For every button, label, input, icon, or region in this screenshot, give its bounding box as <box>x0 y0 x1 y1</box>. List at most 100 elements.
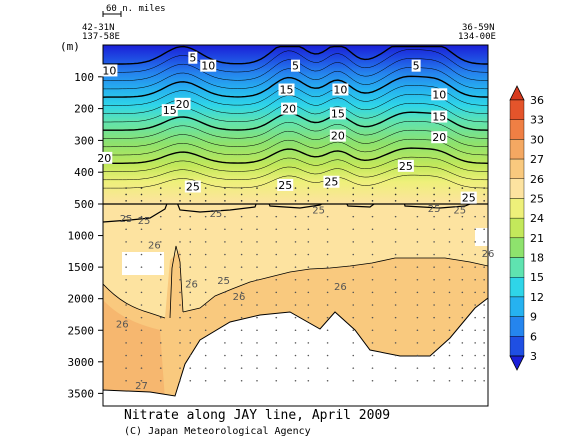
sample-dot <box>179 329 181 332</box>
sample-dot <box>483 193 485 196</box>
contour-label-bg <box>329 129 346 142</box>
sample-dot <box>240 278 243 281</box>
sample-dot <box>448 316 451 319</box>
contour-label: 25 <box>462 192 476 205</box>
contour-label: 25 <box>138 216 151 227</box>
sample-dot <box>433 291 435 294</box>
contour-label-bg <box>101 64 118 77</box>
contour-label-bg <box>431 88 448 101</box>
sample-dot <box>394 316 397 319</box>
contour-label-bg <box>277 178 294 191</box>
y-tick-label: 2500 <box>68 324 95 337</box>
sample-dot <box>448 278 451 281</box>
sample-dot <box>224 304 226 306</box>
sample-dot <box>204 329 207 332</box>
sample-dot <box>352 291 355 294</box>
sample-dot <box>275 253 278 256</box>
sample-dot <box>179 379 181 382</box>
contour-label: 26 <box>334 282 347 293</box>
sample-dot <box>140 367 143 369</box>
sample-dot <box>204 379 207 382</box>
sample-dot <box>159 266 162 268</box>
sample-dot <box>307 291 310 294</box>
sample-dot <box>275 193 278 196</box>
sample-dot <box>416 278 419 281</box>
contour-label: 25 <box>278 179 292 192</box>
sample-dot <box>240 266 243 268</box>
sample-dot <box>461 253 464 256</box>
sample-dot <box>179 241 181 243</box>
sample-dot <box>461 354 464 357</box>
colorbar-swatch <box>509 296 525 317</box>
sample-dot <box>179 367 181 369</box>
sample-dot <box>294 329 297 332</box>
sample-dot <box>394 241 397 243</box>
sample-dot <box>371 342 374 344</box>
sample-dot <box>125 253 127 256</box>
sample-dot <box>483 200 485 202</box>
sample-dot <box>179 354 181 357</box>
sample-dot <box>483 316 485 319</box>
contour-label-bg <box>431 110 448 123</box>
sample-dot <box>371 187 374 189</box>
colorbar-bottom-arrow <box>509 355 525 371</box>
sample-dot <box>125 379 127 382</box>
sample-dot <box>416 316 419 319</box>
sample-dot <box>179 316 181 319</box>
sample-dot <box>483 241 485 243</box>
sample-dot <box>474 304 476 306</box>
sample-dot <box>307 215 310 218</box>
sample-dot <box>371 329 374 332</box>
sample-dot <box>140 200 143 202</box>
sample-dot <box>140 215 143 218</box>
contour-label: 15 <box>432 111 446 124</box>
sample-dot <box>256 367 258 369</box>
sample-dot <box>307 200 310 202</box>
sample-dot <box>140 187 143 189</box>
sample-dot <box>189 241 192 243</box>
contour-label: 15 <box>163 104 177 117</box>
sample-dot <box>256 379 258 382</box>
sample-dot <box>294 253 297 256</box>
sample-dot <box>204 291 207 294</box>
sample-dot <box>483 342 485 344</box>
contour-26 <box>103 257 488 319</box>
sample-dot <box>275 228 278 231</box>
sample-dot <box>256 342 258 344</box>
sample-dot <box>394 329 397 332</box>
sample-dot <box>371 278 374 281</box>
sample-dot <box>394 304 397 306</box>
region-26-deep <box>103 300 165 400</box>
sample-dot <box>256 304 258 306</box>
sample-dot <box>125 278 127 281</box>
sample-dot <box>483 228 485 231</box>
sample-dot <box>448 215 451 218</box>
sample-dot <box>240 304 243 306</box>
sample-dot <box>240 342 243 344</box>
sample-dot <box>140 266 143 268</box>
sample-dot <box>294 342 297 344</box>
sample-dot <box>483 266 485 268</box>
sample-dot <box>140 241 143 243</box>
sample-dot <box>294 367 297 369</box>
sample-dot <box>256 278 258 281</box>
sample-dot <box>474 379 476 382</box>
sample-dot <box>140 329 143 332</box>
sample-dot <box>189 278 192 281</box>
sample-dot <box>394 266 397 268</box>
sample-dot <box>204 187 207 189</box>
sample-dot <box>189 367 192 369</box>
contour-label: 26 <box>482 249 495 260</box>
contour-label-bg <box>329 107 346 120</box>
sample-dot <box>125 354 127 357</box>
sample-dot <box>416 354 419 357</box>
sample-dot <box>394 200 397 202</box>
sample-dot <box>394 367 397 369</box>
colorbar-swatch <box>509 277 525 298</box>
sample-dot <box>189 228 192 231</box>
sample-dot <box>371 228 374 231</box>
sample-dot <box>159 354 162 357</box>
colorbar-label: 33 <box>530 114 544 127</box>
sample-dot <box>240 215 243 218</box>
sample-dot <box>326 266 329 268</box>
